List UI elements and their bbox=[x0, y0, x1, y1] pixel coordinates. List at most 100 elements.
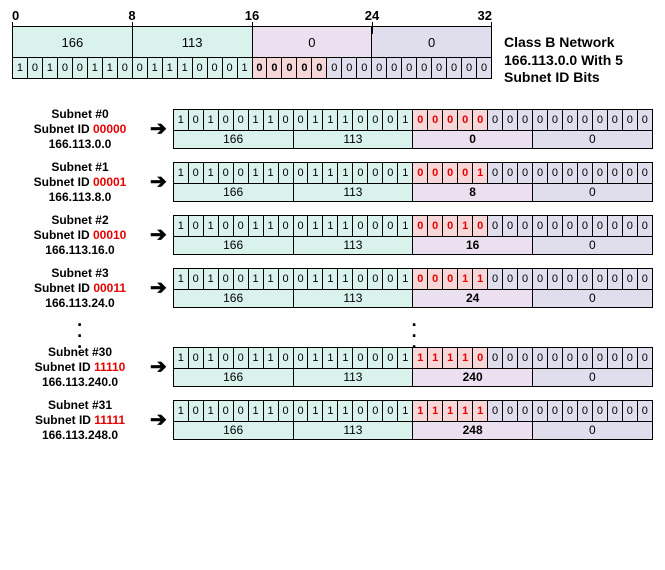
bit-cell: 1 bbox=[443, 401, 458, 421]
subnet-row: Subnet #31Subnet ID 11111166.113.248.0➔1… bbox=[12, 398, 653, 443]
subnet-label: Subnet #2Subnet ID 00010166.113.16.0 bbox=[12, 213, 148, 258]
subnet-title: Subnet #30 bbox=[12, 345, 148, 360]
header-octet: 166 bbox=[13, 27, 133, 57]
bit-cell: 0 bbox=[353, 216, 368, 236]
subnet-list: Subnet #0Subnet ID 00000166.113.0.0➔1010… bbox=[12, 107, 653, 443]
bit-cell: 0 bbox=[402, 58, 417, 78]
bit-cell: 0 bbox=[488, 401, 503, 421]
bit-cell: 0 bbox=[578, 110, 593, 130]
bit-cell: 0 bbox=[488, 269, 503, 289]
subnet-title: Subnet #1 bbox=[12, 160, 148, 175]
bit-cell: 1 bbox=[398, 163, 413, 183]
subnet-label: Subnet #30Subnet ID 11110166.113.240.0 bbox=[12, 345, 148, 390]
header-caption: Class B Network 166.113.0.0 With 5 Subne… bbox=[504, 34, 653, 87]
bit-cell: 0 bbox=[28, 58, 43, 78]
bit-cell: 0 bbox=[608, 348, 623, 368]
arrow-icon: ➔ bbox=[150, 410, 167, 430]
bit-cell: 0 bbox=[193, 58, 208, 78]
subnet-row: Subnet #2Subnet ID 00010166.113.16.0➔101… bbox=[12, 213, 653, 258]
bit-cell: 0 bbox=[548, 163, 563, 183]
subnet-address: 166.113.0.0 bbox=[12, 137, 148, 152]
header-section: 08162432 16611300 1010011001110001000000… bbox=[12, 12, 653, 87]
bit-cell: 0 bbox=[623, 348, 638, 368]
bit-cell: 0 bbox=[294, 401, 309, 421]
subnet-bar: 1010011001110001000100000000000016611316… bbox=[173, 215, 653, 255]
bit-cell: 1 bbox=[428, 348, 443, 368]
bit-cell: 0 bbox=[219, 401, 234, 421]
bit-cell: 0 bbox=[443, 269, 458, 289]
subnet-decimal-cell: 240 bbox=[413, 369, 533, 386]
bit-cell: 1 bbox=[323, 348, 338, 368]
bit-cell: 0 bbox=[368, 216, 383, 236]
subnet-address: 166.113.8.0 bbox=[12, 190, 148, 205]
bit-cell: 0 bbox=[473, 110, 488, 130]
bit-cell: 1 bbox=[338, 348, 353, 368]
bit-cell: 1 bbox=[323, 401, 338, 421]
bit-cell: 0 bbox=[383, 110, 398, 130]
bit-cell: 0 bbox=[503, 110, 518, 130]
bit-cell: 0 bbox=[219, 163, 234, 183]
bit-cell: 0 bbox=[578, 401, 593, 421]
bit-cell: 0 bbox=[58, 58, 73, 78]
bit-cell: 0 bbox=[432, 58, 447, 78]
subnet-decimal-row: 1661132400 bbox=[173, 369, 653, 387]
header-octet: 0 bbox=[372, 27, 491, 57]
ruler-tick bbox=[372, 22, 373, 34]
subnet-label: Subnet #0Subnet ID 00000166.113.0.0 bbox=[12, 107, 148, 152]
bit-cell: 0 bbox=[413, 110, 428, 130]
bit-cell: 0 bbox=[563, 110, 578, 130]
subnet-decimal-cell: 113 bbox=[294, 290, 414, 307]
bit-cell: 1 bbox=[308, 269, 323, 289]
subnet-id-line: Subnet ID 11111 bbox=[12, 413, 148, 428]
bit-cell: 0 bbox=[578, 348, 593, 368]
subnet-row: Subnet #1Subnet ID 00001166.113.8.0➔1010… bbox=[12, 160, 653, 205]
bit-cell: 1 bbox=[473, 163, 488, 183]
bit-cell: 1 bbox=[308, 216, 323, 236]
ruler-mark: 32 bbox=[478, 8, 492, 23]
bit-cell: 0 bbox=[223, 58, 238, 78]
bit-cell: 0 bbox=[623, 401, 638, 421]
bit-cell: 0 bbox=[473, 348, 488, 368]
bit-cell: 0 bbox=[234, 110, 249, 130]
subnet-decimal-cell: 0 bbox=[533, 290, 652, 307]
subnet-decimal-cell: 0 bbox=[413, 131, 533, 148]
bit-cell: 1 bbox=[308, 110, 323, 130]
bit-cell: 0 bbox=[488, 348, 503, 368]
subnet-decimal-cell: 16 bbox=[413, 237, 533, 254]
bit-cell: 1 bbox=[428, 401, 443, 421]
bit-cell: 1 bbox=[413, 401, 428, 421]
bit-cell: 0 bbox=[353, 401, 368, 421]
bit-cell: 1 bbox=[103, 58, 118, 78]
bit-cell: 0 bbox=[353, 163, 368, 183]
bit-cell: 1 bbox=[204, 269, 219, 289]
bit-cell: 1 bbox=[264, 401, 279, 421]
bit-cell: 0 bbox=[368, 163, 383, 183]
subnet-decimal-cell: 0 bbox=[533, 237, 652, 254]
ellipsis-row: ...... bbox=[12, 319, 653, 345]
subnet-decimal-cell: 166 bbox=[174, 422, 294, 439]
subnet-decimal-row: 16611380 bbox=[173, 184, 653, 202]
bit-cell: 0 bbox=[267, 58, 282, 78]
bit-cell: 1 bbox=[178, 58, 193, 78]
bit-cell: 1 bbox=[338, 163, 353, 183]
bit-cell: 1 bbox=[174, 216, 189, 236]
bit-cell: 1 bbox=[458, 401, 473, 421]
bit-cell: 1 bbox=[88, 58, 103, 78]
bit-cell: 0 bbox=[608, 163, 623, 183]
bit-cell: 0 bbox=[608, 401, 623, 421]
subnet-decimal-row: 16611300 bbox=[173, 131, 653, 149]
bit-cell: 0 bbox=[219, 216, 234, 236]
bit-cell: 0 bbox=[234, 401, 249, 421]
subnet-id-bits: 11111 bbox=[94, 413, 125, 427]
bit-cell: 0 bbox=[234, 269, 249, 289]
bit-cell: 0 bbox=[253, 58, 268, 78]
bit-cell: 1 bbox=[473, 401, 488, 421]
bit-cell: 0 bbox=[638, 348, 652, 368]
bit-cell: 0 bbox=[342, 58, 357, 78]
bit-cell: 0 bbox=[294, 163, 309, 183]
bit-cell: 1 bbox=[249, 163, 264, 183]
arrow-icon: ➔ bbox=[150, 119, 167, 139]
bit-cell: 0 bbox=[548, 401, 563, 421]
bit-cell: 0 bbox=[387, 58, 402, 78]
bit-cell: 1 bbox=[398, 110, 413, 130]
